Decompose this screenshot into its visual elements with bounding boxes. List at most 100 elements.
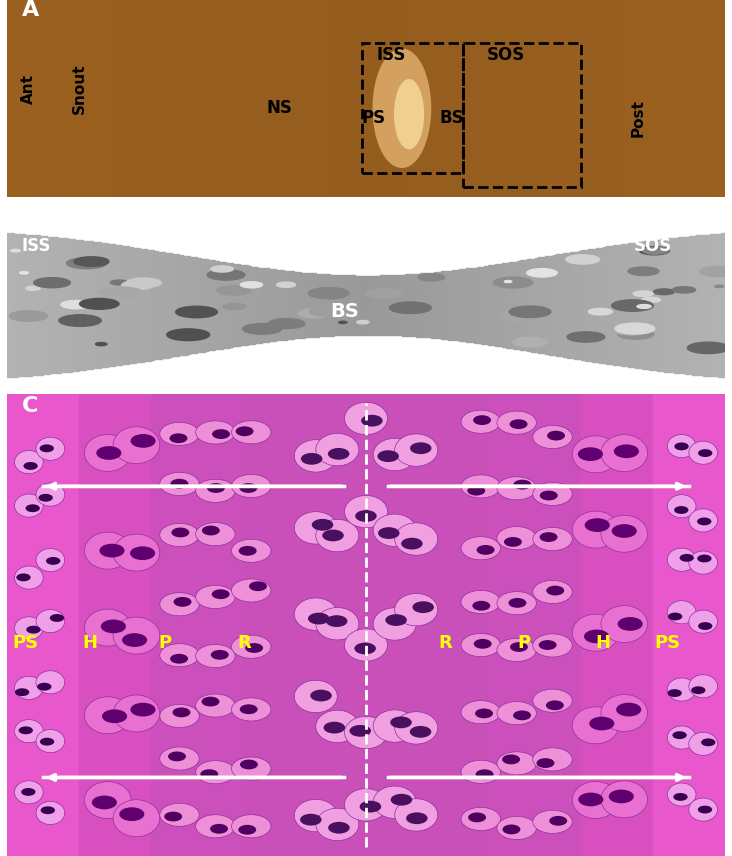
Bar	[402, 275, 406, 336]
Bar	[79, 394, 151, 856]
Bar	[632, 0, 638, 197]
Ellipse shape	[668, 435, 696, 458]
Ellipse shape	[689, 610, 717, 633]
Bar	[413, 274, 417, 336]
Ellipse shape	[572, 707, 619, 744]
Bar	[463, 269, 466, 342]
Bar	[517, 261, 520, 349]
Ellipse shape	[212, 429, 230, 439]
Ellipse shape	[231, 635, 271, 658]
Ellipse shape	[584, 629, 609, 644]
Circle shape	[62, 248, 92, 256]
Bar	[481, 0, 488, 197]
Circle shape	[649, 295, 672, 302]
Bar	[488, 0, 495, 197]
Ellipse shape	[473, 415, 491, 425]
Bar	[201, 0, 208, 197]
Bar	[100, 243, 104, 367]
Ellipse shape	[326, 615, 348, 627]
Ellipse shape	[301, 453, 322, 465]
Bar	[287, 271, 291, 339]
Ellipse shape	[195, 815, 235, 838]
Bar	[36, 0, 43, 197]
Bar	[341, 275, 345, 336]
Bar	[94, 0, 100, 197]
Bar	[556, 254, 560, 356]
Bar	[466, 0, 474, 197]
Ellipse shape	[294, 800, 337, 832]
Ellipse shape	[674, 443, 689, 450]
Ellipse shape	[502, 754, 520, 764]
Bar	[11, 234, 15, 377]
Bar	[25, 235, 29, 376]
Bar	[581, 250, 585, 360]
Ellipse shape	[195, 586, 235, 609]
Bar	[524, 0, 531, 197]
Bar	[638, 0, 646, 197]
Ellipse shape	[373, 438, 417, 471]
Ellipse shape	[36, 437, 64, 461]
Bar	[215, 261, 219, 349]
Ellipse shape	[390, 716, 412, 728]
Bar	[617, 0, 624, 197]
Bar	[366, 394, 488, 856]
Ellipse shape	[395, 434, 438, 467]
Ellipse shape	[476, 770, 493, 779]
Circle shape	[545, 300, 564, 305]
Circle shape	[189, 312, 206, 316]
Ellipse shape	[395, 593, 438, 626]
Text: Snout: Snout	[72, 63, 86, 114]
Bar	[466, 269, 470, 342]
Bar	[187, 256, 190, 354]
Ellipse shape	[533, 482, 572, 505]
Ellipse shape	[474, 639, 492, 649]
Ellipse shape	[171, 527, 190, 538]
Bar	[247, 266, 251, 344]
Bar	[678, 237, 681, 373]
Bar	[172, 254, 176, 356]
Ellipse shape	[578, 448, 603, 461]
Ellipse shape	[585, 518, 610, 532]
Bar	[409, 274, 413, 336]
Ellipse shape	[211, 650, 228, 660]
Bar	[509, 0, 517, 197]
Bar	[527, 259, 531, 351]
Bar	[312, 273, 315, 337]
Bar	[520, 260, 524, 350]
Bar	[538, 0, 545, 197]
Ellipse shape	[373, 514, 417, 546]
Bar	[602, 247, 606, 363]
Ellipse shape	[461, 475, 501, 498]
Bar	[230, 264, 234, 347]
Bar	[377, 276, 381, 335]
Bar	[79, 240, 83, 371]
Bar	[681, 0, 689, 197]
Ellipse shape	[345, 716, 387, 749]
Bar	[54, 237, 58, 373]
Bar	[237, 0, 244, 197]
Bar	[696, 235, 700, 375]
Ellipse shape	[373, 710, 417, 742]
Ellipse shape	[698, 449, 712, 457]
Ellipse shape	[609, 789, 634, 803]
Bar	[315, 274, 319, 336]
Ellipse shape	[102, 710, 127, 723]
Ellipse shape	[212, 589, 230, 599]
Ellipse shape	[510, 642, 528, 652]
Ellipse shape	[601, 605, 648, 643]
Bar	[685, 236, 689, 374]
Bar	[104, 243, 108, 367]
Bar	[283, 270, 287, 340]
Ellipse shape	[315, 520, 359, 552]
Bar	[345, 0, 351, 197]
Bar	[488, 394, 581, 856]
Text: C: C	[22, 396, 38, 416]
Bar	[198, 258, 201, 353]
Ellipse shape	[497, 639, 537, 662]
Bar	[621, 244, 624, 366]
Bar	[291, 271, 294, 339]
Ellipse shape	[698, 622, 712, 630]
Bar	[86, 241, 90, 369]
Ellipse shape	[354, 643, 376, 654]
Circle shape	[564, 272, 600, 282]
